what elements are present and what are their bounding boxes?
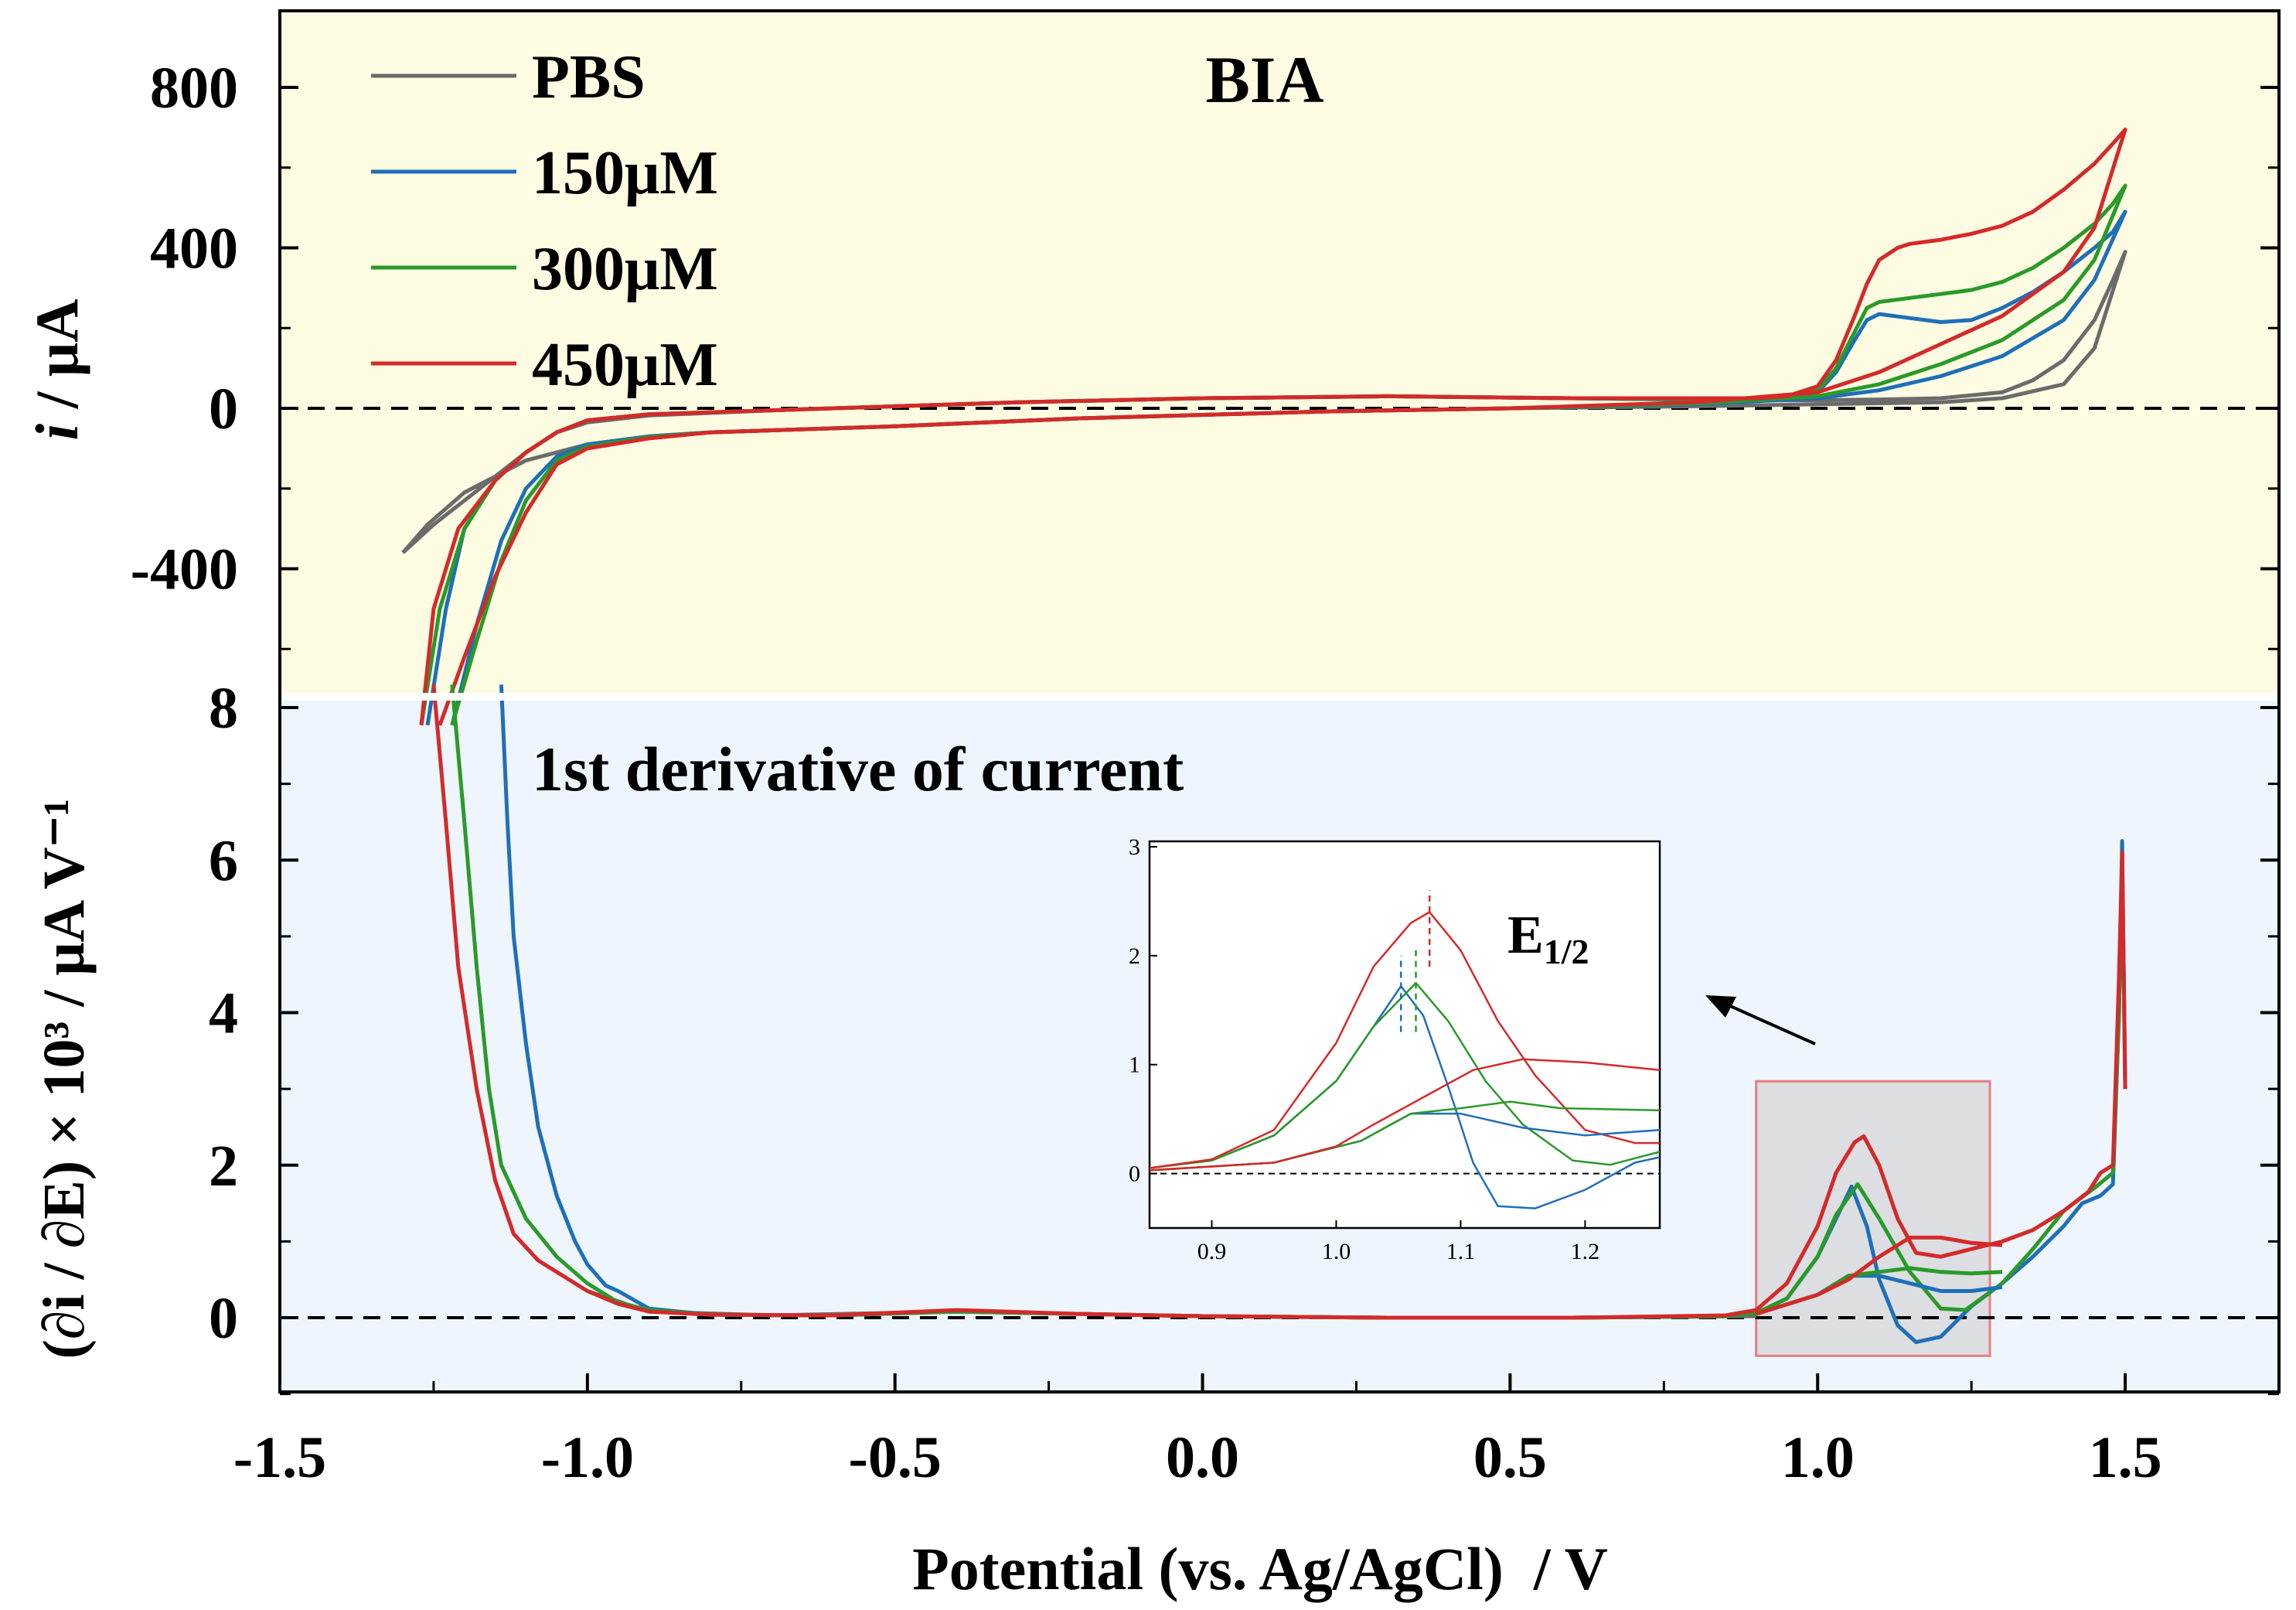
inset-y-tick-label: 0	[1129, 1161, 1140, 1187]
legend-label: 150μM	[532, 139, 718, 207]
bottom-y-tick-label: 6	[209, 828, 238, 893]
inset-x-tick-label: 0.9	[1197, 1239, 1227, 1264]
x-tick-label: -1.5	[233, 1425, 326, 1490]
inset-series-1	[1150, 981, 1660, 1169]
x-tick-label: 1.5	[2089, 1425, 2162, 1490]
x-axis-label: Potential (vs. Ag/AgCl) / V	[912, 1535, 1608, 1602]
inset-x-tick-label: 1.2	[1571, 1239, 1600, 1264]
top-y-tick-label: -400	[131, 537, 238, 602]
axis-ticks: -1.5 -1.0 -0.5 0.0 0.5 1.0 1.5 -400 0 400 800 0 2 4 6 8	[131, 56, 2281, 1490]
inset-e-half-sub: 1/2	[1544, 932, 1589, 971]
legend-label: 300μM	[532, 235, 718, 303]
inset-x-tick-label: 1.0	[1322, 1239, 1351, 1264]
inset-axis-ticks: 0.9 1.0 1.1 1.2 0 1 2 3	[1129, 834, 1599, 1264]
bottom-y-tick-label: 8	[209, 676, 238, 741]
bottom-series-6	[1755, 1235, 2003, 1316]
bottom-y-axis-label: (∂i / ∂E) × 10³ / μA V⁻¹	[32, 798, 97, 1359]
top-y-tick-label: 800	[150, 56, 238, 121]
inset-pointer-arrowhead	[1705, 995, 1736, 1018]
bottom-panel-title: 1st derivative of current	[532, 734, 1184, 804]
top-series-3	[419, 128, 2127, 726]
top-y-axis-label: i / μA	[23, 299, 90, 441]
x-tick-label: -1.0	[541, 1425, 634, 1490]
legend-label: PBS	[532, 43, 646, 111]
inset-series	[1150, 890, 1660, 1209]
x-tick-label: 0.5	[1473, 1425, 1547, 1490]
inset-x-tick-label: 1.1	[1446, 1239, 1476, 1264]
inset-y-tick-label: 3	[1129, 834, 1140, 860]
bottom-y-tick-label: 4	[209, 981, 238, 1046]
x-tick-label: 0.0	[1166, 1425, 1239, 1490]
x-tick-label: 1.0	[1781, 1425, 1855, 1490]
inset-e-half-label: E1/2	[1507, 906, 1589, 971]
legend: PBS 150μM 300μM 450μM	[371, 43, 718, 399]
zoom-highlight-box	[1755, 1080, 1991, 1357]
inset-series-5	[1150, 1058, 1660, 1172]
inset-pointer-arrow	[1728, 1004, 1816, 1045]
bottom-series-3	[431, 684, 2127, 1320]
top-y-tick-label: 400	[150, 217, 238, 281]
top-panel-background	[280, 11, 2279, 693]
inset-background	[1148, 840, 1661, 1230]
inset-y-tick-label: 2	[1129, 943, 1140, 969]
bottom-y-tick-label: 2	[209, 1134, 238, 1199]
top-y-tick-label: 0	[209, 377, 238, 442]
main-plot-series	[401, 128, 2127, 1345]
inset-e-half-main: E	[1507, 906, 1544, 965]
top-panel-title: BIA	[1206, 43, 1324, 117]
top-y-axis-label-rest: / μA	[23, 299, 90, 424]
bottom-y-tick-label: 0	[209, 1286, 238, 1351]
x-tick-label: -0.5	[849, 1425, 942, 1490]
plot-frame	[278, 9, 2281, 1393]
panel-divider	[281, 693, 2277, 701]
inset-y-tick-label: 1	[1129, 1052, 1140, 1078]
legend-label: 450μM	[532, 331, 718, 399]
top-y-axis-label-italic: i	[23, 423, 90, 440]
